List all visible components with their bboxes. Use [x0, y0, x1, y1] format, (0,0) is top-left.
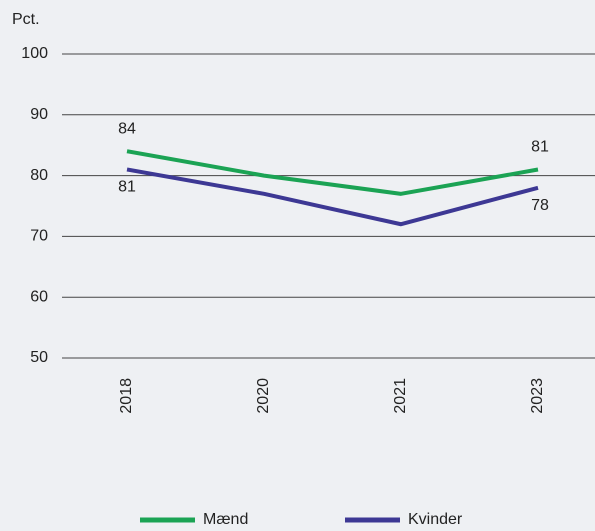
- y-tick-label: 90: [30, 106, 48, 123]
- legend-label: Mænd: [203, 511, 248, 528]
- x-tick-label: 2021: [392, 378, 409, 414]
- data-label: 81: [531, 139, 549, 156]
- data-label: 84: [118, 120, 136, 137]
- x-tick-label: 2020: [255, 378, 272, 414]
- y-tick-label: 80: [30, 167, 48, 184]
- y-tick-label: 50: [30, 349, 48, 366]
- x-tick-label: 2023: [529, 378, 546, 414]
- y-axis-label: Pct.: [12, 11, 40, 28]
- data-label: 78: [531, 197, 549, 214]
- x-tick-label: 2018: [118, 378, 135, 414]
- legend-label: Kvinder: [408, 511, 463, 528]
- line: [126, 149, 539, 196]
- y-tick-label: 60: [30, 288, 48, 305]
- line: [126, 167, 539, 227]
- data-label: 81: [118, 179, 136, 196]
- y-tick-label: 100: [21, 45, 48, 62]
- y-tick-label: 70: [30, 228, 48, 245]
